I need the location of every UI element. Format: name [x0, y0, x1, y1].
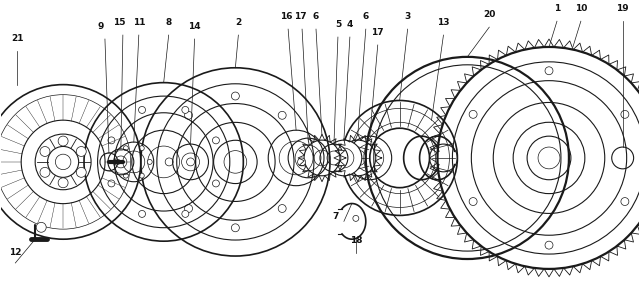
Text: 6: 6	[313, 12, 319, 21]
Circle shape	[140, 146, 144, 151]
Circle shape	[58, 178, 68, 188]
Circle shape	[184, 205, 193, 212]
Circle shape	[124, 146, 129, 151]
Text: 17: 17	[371, 28, 384, 37]
Circle shape	[212, 180, 220, 187]
Text: 7: 7	[333, 212, 339, 221]
Circle shape	[621, 198, 629, 206]
Text: 12: 12	[9, 248, 22, 257]
Circle shape	[353, 216, 359, 221]
Circle shape	[138, 210, 145, 217]
Text: 18: 18	[349, 236, 362, 245]
Text: 8: 8	[166, 18, 172, 27]
Text: 4: 4	[347, 20, 353, 29]
Circle shape	[76, 168, 86, 177]
Text: 14: 14	[188, 22, 201, 31]
Circle shape	[40, 168, 50, 177]
Circle shape	[147, 159, 152, 164]
Text: 9: 9	[98, 22, 104, 31]
Text: 2: 2	[236, 18, 241, 27]
Circle shape	[108, 180, 115, 187]
Text: 16: 16	[280, 12, 292, 21]
Circle shape	[320, 144, 348, 172]
Circle shape	[76, 147, 86, 157]
Circle shape	[184, 111, 193, 119]
Circle shape	[140, 173, 144, 178]
Circle shape	[212, 137, 220, 144]
Text: 15: 15	[113, 18, 125, 27]
Text: 3: 3	[404, 12, 411, 21]
Circle shape	[326, 140, 362, 176]
Circle shape	[182, 106, 189, 113]
Circle shape	[278, 111, 286, 119]
Circle shape	[165, 158, 173, 166]
Circle shape	[138, 106, 145, 113]
Text: 13: 13	[437, 18, 450, 27]
Circle shape	[621, 110, 629, 118]
Circle shape	[115, 159, 120, 164]
Circle shape	[182, 210, 189, 217]
Circle shape	[232, 92, 239, 100]
Circle shape	[108, 137, 115, 144]
Circle shape	[469, 198, 477, 206]
Circle shape	[298, 158, 305, 166]
Circle shape	[36, 222, 46, 232]
Text: 10: 10	[575, 4, 587, 13]
Text: 1: 1	[554, 4, 560, 13]
Circle shape	[545, 241, 553, 249]
Text: 6: 6	[363, 12, 369, 21]
Circle shape	[124, 173, 129, 178]
Text: 11: 11	[132, 18, 145, 27]
Circle shape	[545, 67, 553, 75]
Text: 19: 19	[616, 4, 629, 13]
Text: 21: 21	[11, 34, 24, 43]
Circle shape	[232, 224, 239, 232]
Circle shape	[278, 205, 286, 212]
Circle shape	[40, 147, 50, 157]
Text: 17: 17	[294, 12, 307, 21]
Circle shape	[469, 110, 477, 118]
Text: 20: 20	[483, 10, 495, 19]
Circle shape	[58, 136, 68, 146]
Text: 5: 5	[335, 20, 341, 29]
